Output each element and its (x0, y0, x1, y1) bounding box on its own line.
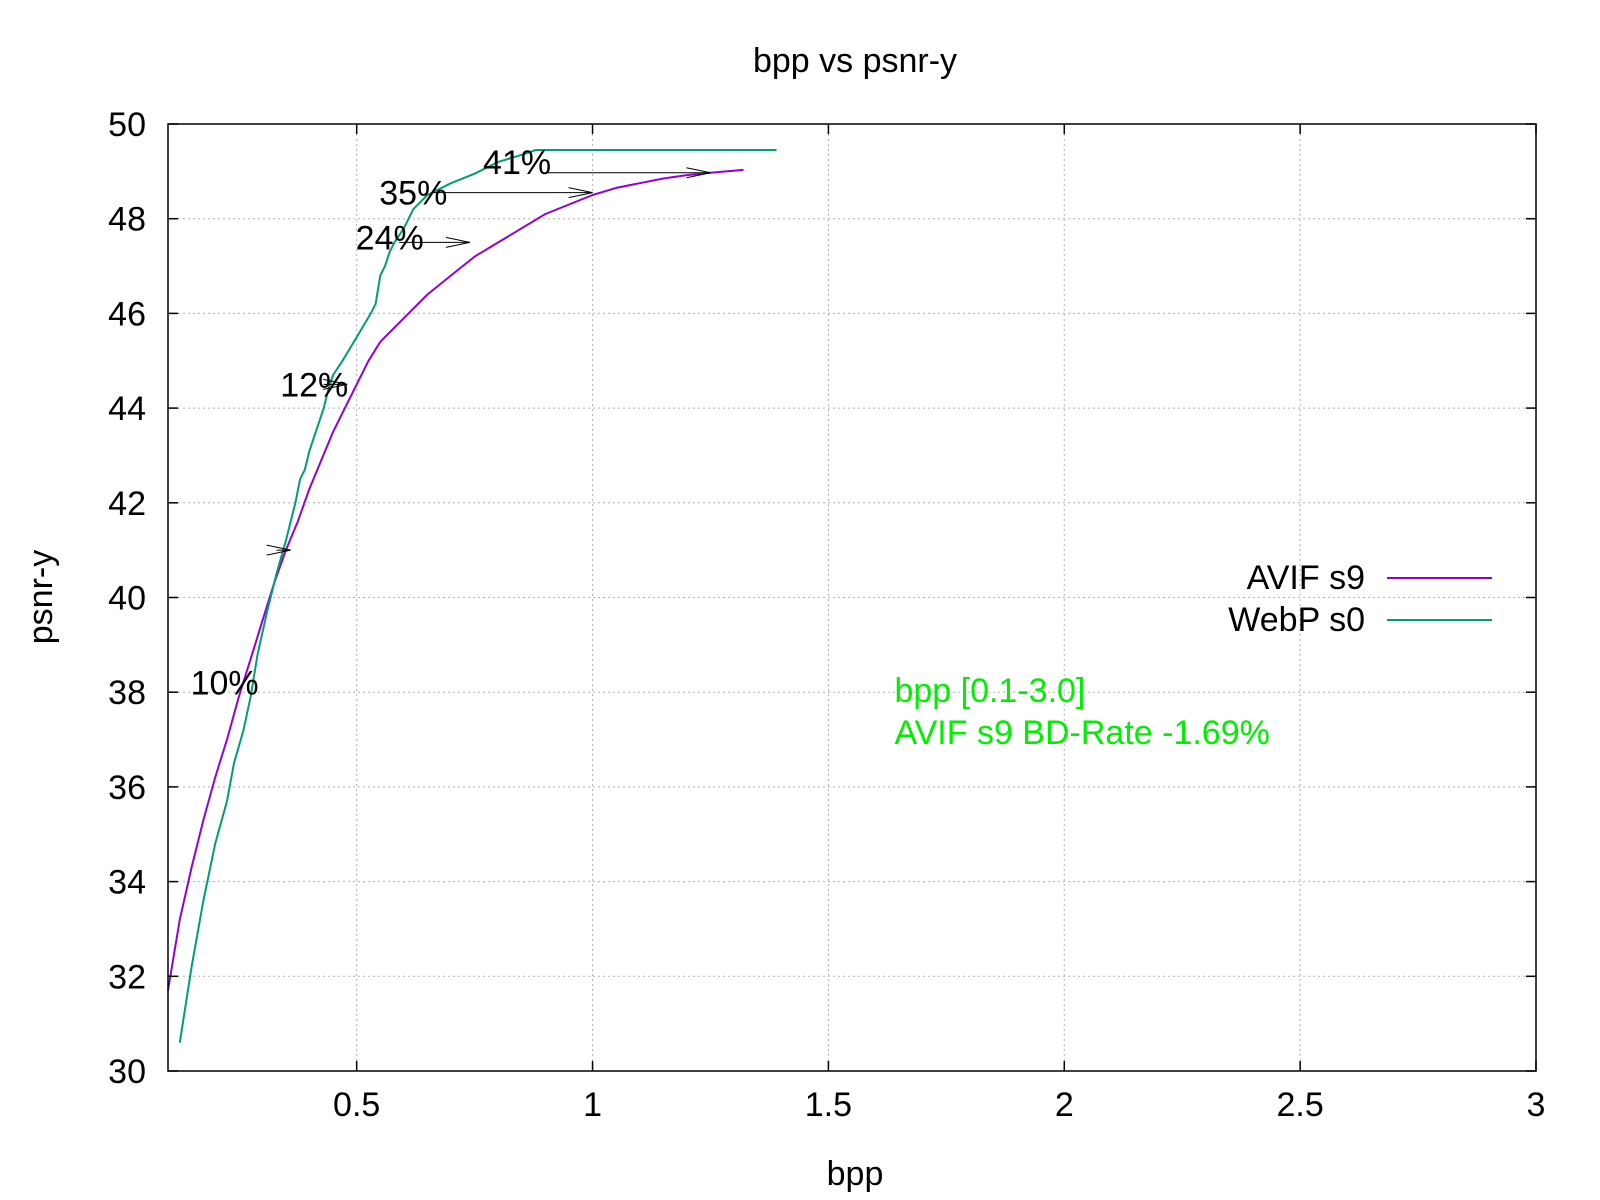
series-line-webp (178, 149, 777, 1043)
x-tick-label: 2 (1055, 1086, 1074, 1124)
note-bd-rate: AVIF s9 BD-Rate -1.69% (894, 714, 1269, 752)
y-tick-label: 38 (108, 674, 146, 712)
annotations: 10% 12% 24% 35% 41% (191, 144, 552, 703)
y-tick-label: 36 (108, 769, 146, 807)
gap-label: 35% (379, 175, 447, 213)
x-tick-label: 0.5 (333, 1086, 380, 1124)
y-axis-title: psnr-y (22, 550, 60, 644)
x-tick-label: 1.5 (805, 1086, 852, 1124)
gap-arrows (266, 167, 711, 556)
legend-label-avif: AVIF s9 (1247, 559, 1365, 597)
x-tick-label: 2.5 (1277, 1086, 1324, 1124)
y-tick-label: 40 (108, 580, 146, 618)
gap-label: 41% (483, 144, 551, 182)
gap-label: 10% (191, 665, 259, 703)
y-tick-label: 32 (108, 958, 146, 996)
note-bpp-range: bpp [0.1-3.0] (894, 672, 1085, 710)
y-tick-label: 48 (108, 201, 146, 239)
y-tick-label: 34 (108, 864, 146, 902)
gap-label: 24% (356, 220, 424, 258)
gap-label: 12% (280, 366, 348, 404)
chart-title: bpp vs psnr-y (753, 42, 957, 80)
legend: AVIF s9 WebP s0 (1228, 559, 1492, 639)
series-line-avif (167, 168, 744, 991)
grid (168, 124, 1536, 1071)
y-tick-label: 46 (108, 295, 146, 333)
x-axis-title: bpp (827, 1155, 884, 1193)
legend-label-webp: WebP s0 (1228, 601, 1365, 639)
axis-ticks: 0.5 1 1.5 2 2.5 3 30 32 34 36 38 40 42 44 46 48 50 (108, 106, 1545, 1124)
gap-arrow-head (266, 544, 291, 556)
gap-arrow-head (568, 187, 593, 199)
gap-arrow-head (323, 378, 348, 390)
gap-arrow-head (686, 167, 711, 179)
y-tick-label: 50 (108, 106, 146, 144)
y-tick-label: 42 (108, 485, 146, 523)
x-tick-label: 3 (1527, 1086, 1546, 1124)
x-tick-label: 1 (583, 1086, 602, 1124)
y-tick-label: 44 (108, 390, 146, 428)
bd-rate-notes: bpp [0.1-3.0] AVIF s9 BD-Rate -1.69% (894, 672, 1269, 752)
gap-arrow-head (445, 236, 471, 248)
y-tick-label: 30 (108, 1053, 146, 1091)
series-layer (167, 149, 777, 1043)
